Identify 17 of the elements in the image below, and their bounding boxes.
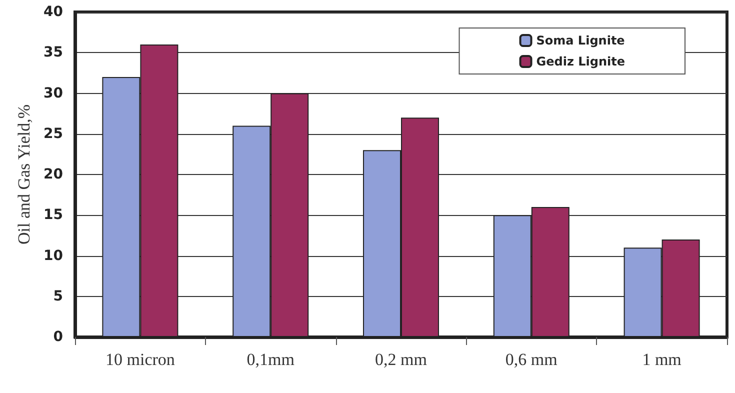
y-tick-label: 25	[44, 126, 63, 142]
y-tick-label: 35	[44, 44, 63, 61]
x-tick-label: 0,2 mm	[375, 350, 427, 369]
x-tick-label: 0,1mm	[246, 350, 294, 369]
y-tick-label: 30	[44, 85, 64, 102]
x-tick-label: 10 micron	[105, 350, 176, 369]
legend-label: Soma Lignite	[536, 34, 625, 48]
y-tick-label: 40	[44, 4, 64, 20]
legend-label: Gediz Lignite	[536, 54, 625, 68]
y-tick-label: 0	[53, 329, 64, 345]
x-tick-label: 0,6 mm	[505, 350, 558, 369]
x-tick-label: 1 mm	[642, 350, 682, 369]
y-axis-title: Oil and Gas Yield,%	[14, 104, 34, 245]
y-tick-label: 10	[44, 248, 64, 264]
y-tick-label: 20	[44, 166, 64, 182]
y-tick-label: 5	[53, 288, 63, 304]
y-tick-label: 15	[44, 207, 63, 224]
